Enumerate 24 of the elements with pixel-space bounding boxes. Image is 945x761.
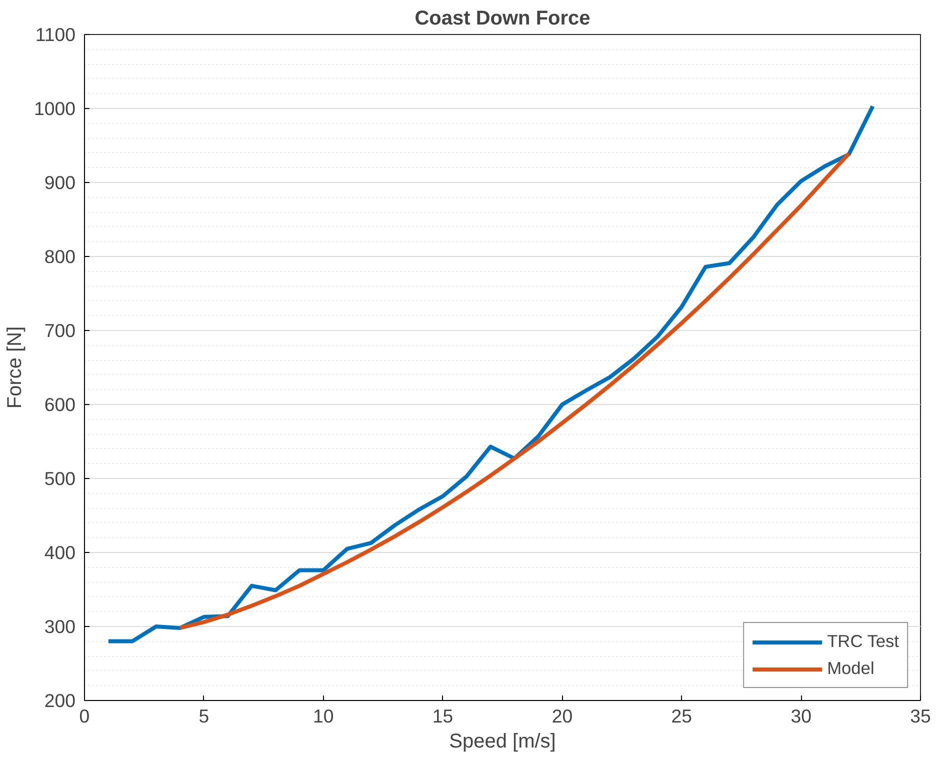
x-tick-label: 25 — [671, 706, 692, 726]
y-tick-label: 1000 — [34, 98, 76, 119]
y-axis-title: Force [N] — [4, 326, 26, 409]
legend-label: Model — [827, 658, 874, 679]
y-tick-label: 1100 — [35, 24, 76, 45]
x-tick-label: 0 — [79, 706, 90, 726]
x-tick-label: 10 — [312, 706, 334, 726]
y-tick-label: 900 — [44, 172, 76, 193]
x-tick-label: 35 — [910, 706, 931, 726]
y-tick-label: 600 — [44, 394, 76, 415]
y-tick-label: 400 — [44, 542, 76, 563]
x-tick-label: 15 — [432, 706, 454, 726]
line-series — [178, 152, 851, 630]
y-tick-label: 500 — [44, 468, 76, 489]
y-tick-label: 300 — [44, 616, 76, 637]
x-tick-label: 5 — [198, 706, 210, 726]
x-tick-label: 30 — [790, 706, 812, 726]
chart-title: Coast Down Force — [414, 8, 590, 30]
y-tick-label: 700 — [44, 320, 76, 341]
y-tick-label: 200 — [44, 690, 76, 711]
x-tick-label: 20 — [552, 706, 573, 726]
y-tick-label: 800 — [44, 246, 76, 267]
x-axis-title: Speed [m/s] — [449, 730, 556, 752]
legend-label: TRC Test — [827, 631, 899, 652]
